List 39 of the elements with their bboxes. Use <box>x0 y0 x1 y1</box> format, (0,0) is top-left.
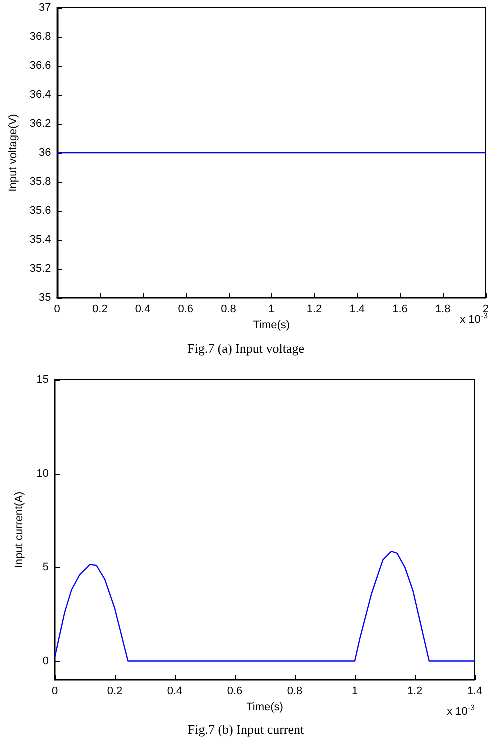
x-tick-label: 0.6 <box>227 686 243 698</box>
x-tick-label: 1.4 <box>467 686 483 698</box>
x-tick-label: 1 <box>352 686 358 698</box>
y-tick-label: 10 <box>36 468 49 480</box>
y-tick-label: 35.2 <box>30 263 52 275</box>
x-axis-title: Time(s) <box>246 702 284 714</box>
x-tick-label: 0 <box>54 304 60 316</box>
y-axis-title: Input voltage(V) <box>8 114 20 192</box>
x-tick-label: 1.8 <box>435 304 451 316</box>
x-tick-label: 0.2 <box>92 304 108 316</box>
x-tick-label: 1.6 <box>392 304 408 316</box>
y-tick-label: 5 <box>42 562 49 574</box>
y-tick-label: 0 <box>42 655 49 668</box>
x-tick-label: 1.2 <box>407 686 423 698</box>
x-tick-label: 1.2 <box>306 304 322 316</box>
y-tick-label: 15 <box>36 374 49 386</box>
y-tick-label: 36.2 <box>30 118 52 130</box>
y-tick-label: 36.4 <box>30 89 52 101</box>
y-tick-label: 37 <box>39 2 52 14</box>
x-tick-label: 0.2 <box>107 686 123 698</box>
x-axis-title: Time(s) <box>253 320 290 332</box>
x-tick-label: 0.8 <box>221 304 236 316</box>
x-tick-label: 0.4 <box>167 686 183 698</box>
y-tick-label: 35.6 <box>30 205 52 217</box>
line-series <box>54 550 476 662</box>
y-axis-title: Input current(A) <box>14 492 26 568</box>
x-tick-label: 0.4 <box>135 304 151 316</box>
caption: Fig.7 (b) Input current <box>188 722 305 737</box>
y-tick-label: 35.4 <box>30 234 52 246</box>
x-tick-label: 0.6 <box>178 304 194 316</box>
y-tick-label: 35.8 <box>30 176 52 188</box>
x-tick-label: 1 <box>268 304 275 316</box>
caption: Fig.7 (a) Input voltage <box>188 341 305 356</box>
y-tick-label: 35 <box>39 292 52 304</box>
y-tick-label: 36.8 <box>30 31 52 43</box>
y-tick-label: 36.6 <box>30 60 52 72</box>
x-tick-label: 1.4 <box>350 304 365 316</box>
x-tick-label: 0.8 <box>287 686 303 698</box>
y-tick-label: 36 <box>39 147 52 159</box>
